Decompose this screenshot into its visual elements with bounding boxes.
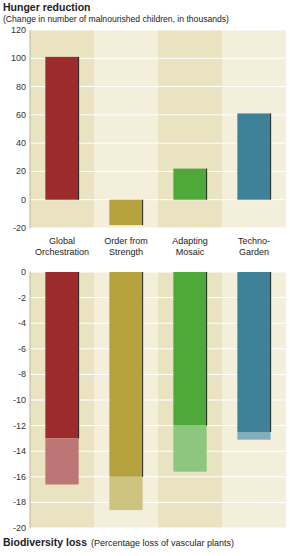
bar bbox=[237, 113, 270, 199]
bar bbox=[45, 57, 78, 200]
tick-label: 60 bbox=[16, 110, 26, 120]
category-line: Orchestration bbox=[35, 247, 89, 257]
bars bbox=[45, 272, 270, 510]
grid-line bbox=[30, 228, 286, 229]
title: Biodiversity loss bbox=[3, 536, 87, 548]
title-line: Biodiversity loss (Percentage loss of vas… bbox=[3, 536, 234, 548]
bar-range bbox=[237, 432, 270, 440]
tick-label: 0 bbox=[21, 267, 26, 277]
tick-label: -8 bbox=[18, 369, 26, 379]
category-label: Techno-Garden bbox=[238, 236, 270, 257]
bar bbox=[173, 169, 206, 200]
bar-edge bbox=[270, 113, 271, 199]
chart-root: -20020406080100120Hunger reduction(Chang… bbox=[0, 0, 290, 556]
category-line: Strength bbox=[109, 247, 143, 257]
bar-range bbox=[109, 477, 142, 510]
column-band bbox=[30, 30, 94, 228]
tick-label: 100 bbox=[11, 53, 26, 63]
bar bbox=[45, 272, 78, 438]
category-line: Order from bbox=[104, 236, 148, 246]
bar-range bbox=[173, 426, 206, 472]
tick-label: 20 bbox=[16, 166, 26, 176]
tick-label: 80 bbox=[16, 82, 26, 92]
grid-line bbox=[30, 30, 286, 31]
category-line: Techno- bbox=[238, 236, 270, 246]
category-label: AdaptingMosaic bbox=[172, 236, 208, 257]
category-line: Mosaic bbox=[176, 247, 205, 257]
axis-line bbox=[30, 272, 31, 528]
title: Hunger reduction bbox=[3, 1, 91, 13]
axis-line bbox=[30, 30, 31, 228]
tick-label: -6 bbox=[18, 344, 26, 354]
bar-range bbox=[45, 438, 78, 484]
tick-label: -4 bbox=[18, 318, 26, 328]
column-band bbox=[158, 30, 222, 228]
column-band bbox=[94, 30, 158, 228]
category-label: Order fromStrength bbox=[104, 236, 148, 257]
chart-panel: 0 -2 -4 -6 -8 -10 -12 -14 -16 -18 -20 bbox=[13, 267, 286, 533]
bar-edge bbox=[78, 57, 79, 200]
bar bbox=[109, 272, 142, 477]
tick-label: 40 bbox=[16, 138, 26, 148]
tick-label: -2 bbox=[18, 293, 26, 303]
category-line: Garden bbox=[239, 247, 269, 257]
tick-label: 0 bbox=[21, 195, 26, 205]
tick-label: -10 bbox=[13, 395, 26, 405]
column-band bbox=[222, 30, 286, 228]
bar-edge bbox=[142, 272, 143, 477]
tick-label: -16 bbox=[13, 472, 26, 482]
subtitle: (Percentage loss of vascular plants) bbox=[91, 538, 234, 548]
chart-panel: -20 0 20 40 60 80 100 120 bbox=[11, 25, 286, 233]
bar-edge bbox=[206, 272, 207, 426]
category-line: Adapting bbox=[172, 236, 208, 246]
tick-label: -18 bbox=[13, 497, 26, 507]
category-line: Global bbox=[49, 236, 75, 246]
bar-edge bbox=[78, 272, 79, 438]
tick-label: -14 bbox=[13, 446, 26, 456]
tick-label: -20 bbox=[13, 523, 26, 533]
category-label: GlobalOrchestration bbox=[35, 236, 89, 257]
tick-label: 120 bbox=[11, 25, 26, 35]
subtitle: (Change in number of malnourished childr… bbox=[3, 14, 229, 24]
bar bbox=[109, 200, 142, 225]
bar-edge bbox=[206, 169, 207, 200]
bars bbox=[45, 57, 270, 225]
tick-label: -20 bbox=[13, 223, 26, 233]
grid-line bbox=[30, 528, 286, 529]
bar bbox=[173, 272, 206, 426]
bar-edge bbox=[270, 272, 271, 432]
bar bbox=[237, 272, 270, 432]
grid-line bbox=[30, 502, 286, 503]
tick-label: -12 bbox=[13, 421, 26, 431]
bar-edge bbox=[142, 200, 143, 225]
